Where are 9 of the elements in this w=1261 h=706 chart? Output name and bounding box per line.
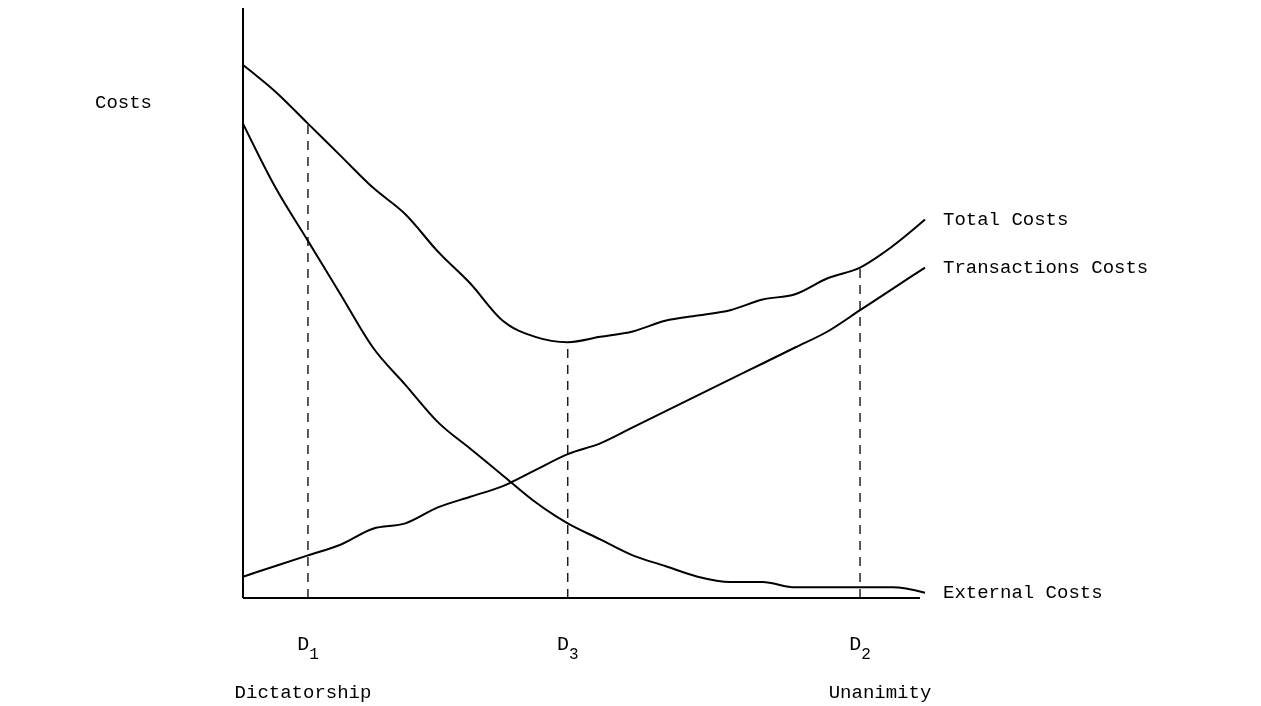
y-axis-title: Costs (95, 92, 153, 114)
text: Unanimity (828, 682, 932, 704)
series-label: External Costs (943, 581, 1103, 604)
text: Dictatorship (234, 682, 372, 704)
series-label: Total Costs (943, 208, 1069, 231)
series-label: Transactions Costs (943, 256, 1149, 279)
x-tick-label: D$_{3}$ (556, 633, 579, 664)
x-tick-label: D$_{2}$ (849, 633, 871, 664)
x-tick-label: D$_{1}$ (297, 633, 319, 664)
